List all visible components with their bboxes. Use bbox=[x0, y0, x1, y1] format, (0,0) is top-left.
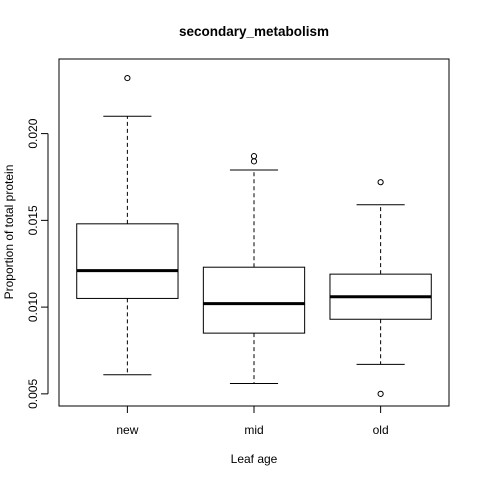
outlier-point bbox=[377, 179, 384, 186]
box-old bbox=[329, 179, 432, 397]
outlier-point bbox=[250, 153, 258, 160]
y-tick-label: 0.020 bbox=[26, 118, 40, 148]
y-axis: 0.005 0.010 0.015 0.020 bbox=[26, 118, 49, 409]
box-new bbox=[76, 74, 179, 376]
chart-title: secondary_metabolism bbox=[179, 24, 329, 39]
x-tick-label: old bbox=[373, 423, 389, 437]
x-axis-label: Leaf age bbox=[231, 452, 278, 466]
iqr-box bbox=[76, 223, 179, 299]
x-axis: new mid old bbox=[116, 405, 389, 437]
y-axis-label: Proportion of total protein bbox=[2, 165, 16, 300]
x-tick-label: new bbox=[116, 423, 138, 437]
outlier-point bbox=[250, 158, 258, 165]
y-tick-label: 0.015 bbox=[26, 205, 40, 235]
box-series bbox=[76, 74, 432, 397]
outlier-point bbox=[377, 390, 384, 397]
iqr-box bbox=[202, 266, 306, 334]
y-tick-label: 0.010 bbox=[26, 292, 40, 322]
box-mid bbox=[202, 153, 306, 384]
y-tick-label: 0.005 bbox=[26, 379, 40, 409]
x-tick-label: mid bbox=[244, 423, 263, 437]
outlier-point bbox=[124, 74, 131, 82]
